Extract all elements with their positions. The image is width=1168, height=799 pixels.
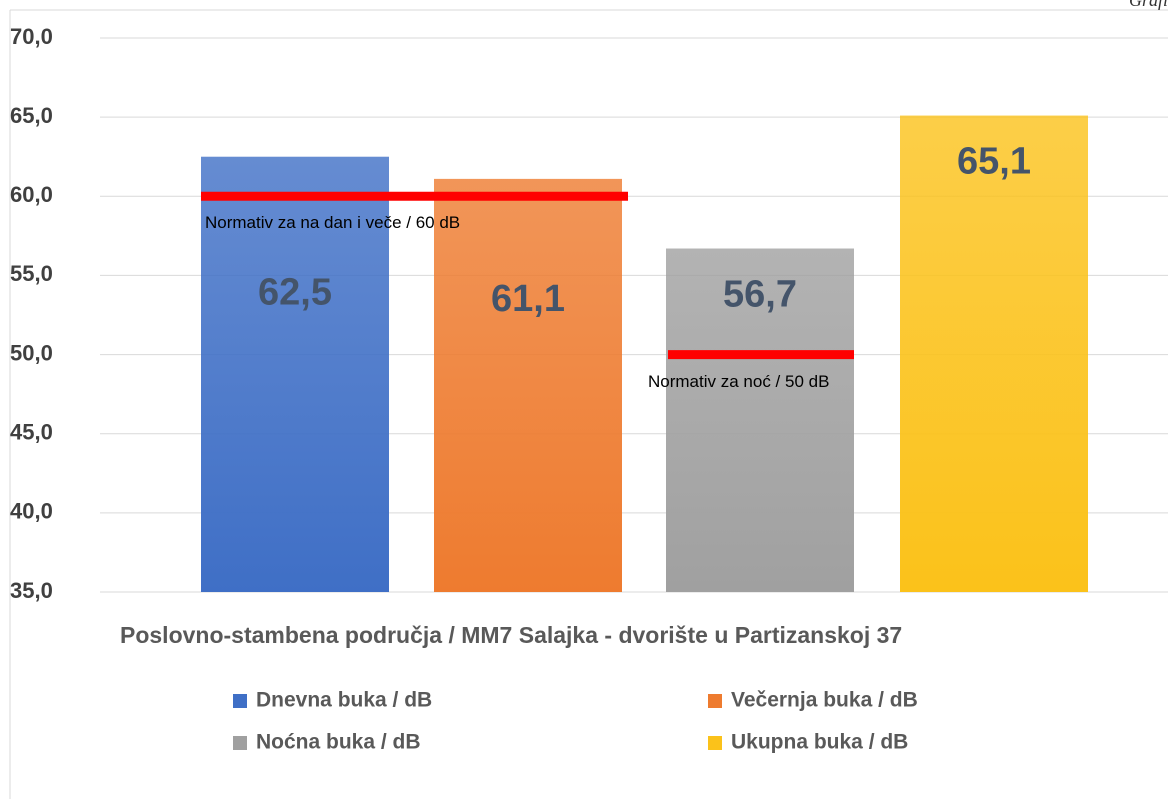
y-tick-label: 35,0 [10,578,53,603]
legend-swatch [233,694,247,708]
bar [666,248,854,592]
y-tick-label: 45,0 [10,420,53,445]
bar [434,178,622,593]
data-label: 65,1 [957,141,1031,183]
bar [900,115,1088,592]
legend-swatch [708,694,722,708]
x-category-label: Poslovno-stambena područja / MM7 Salajka… [120,622,902,648]
y-tick-label: 40,0 [10,499,53,524]
legend-label: Večernja buka / dB [731,689,918,712]
data-label: 56,7 [723,274,797,316]
legend-label: Ukupna buka / dB [731,731,908,754]
data-label: 62,5 [258,272,332,314]
bar [201,156,389,592]
data-label: 61,1 [491,278,565,320]
y-tick-label: 55,0 [10,261,53,286]
reference-label: Normativ za noć / 50 dB [648,372,829,391]
legend-label: Noćna buka / dB [256,731,421,754]
legend-swatch [708,736,722,750]
y-tick-label: 50,0 [10,340,53,365]
reference-label: Normativ za na dan i veče / 60 dB [205,213,460,232]
legend-swatch [233,736,247,750]
y-tick-label: 60,0 [10,182,53,207]
y-tick-label: 70,0 [10,24,53,49]
y-tick-label: 65,0 [10,103,53,128]
legend-label: Dnevna buka / dB [256,689,432,712]
corner-text: Grafi [1129,0,1168,10]
